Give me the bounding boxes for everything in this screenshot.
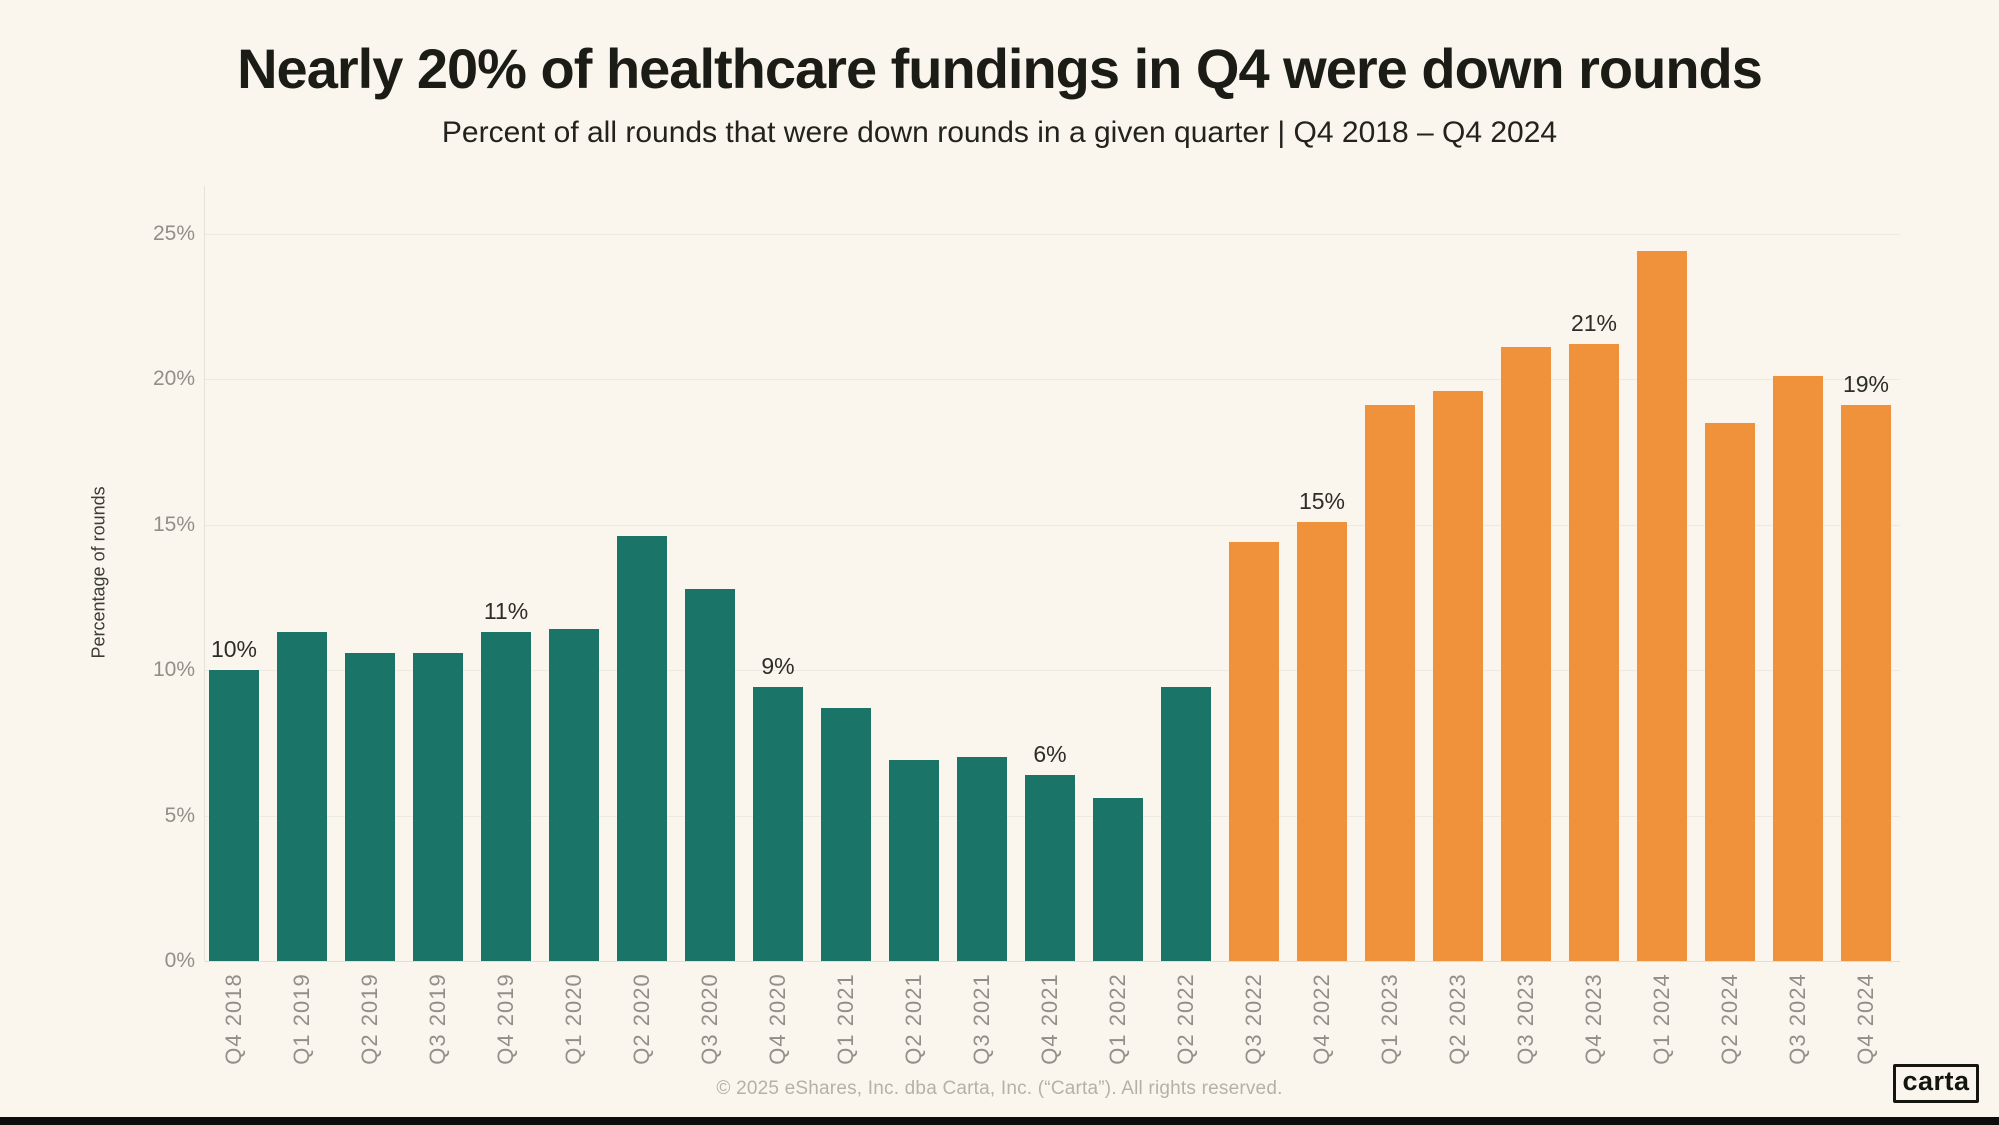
data-label-q4-2023: 21%: [1570, 310, 1618, 337]
bar-q4-2020: [753, 687, 803, 961]
y-tick-label: 25%: [152, 221, 195, 245]
bar-q1-2022: [1093, 798, 1143, 961]
bar-q3-2021: [957, 757, 1007, 961]
chart-subtitle: Percent of all rounds that were down rou…: [441, 116, 1558, 149]
chart-title: Nearly 20% of healthcare fundings in Q4 …: [237, 37, 1763, 100]
y-tick-label: 15%: [152, 512, 195, 536]
bar-q4-2023: [1569, 344, 1619, 961]
x-tick-label-q4-2023: Q4 2023: [1581, 973, 1606, 1065]
y-axis-line: [204, 186, 205, 961]
data-label-q4-2021: 6%: [1033, 740, 1067, 767]
x-tick-label-q3-2024: Q3 2024: [1785, 973, 1810, 1065]
data-label-q4-2024: 19%: [1842, 371, 1890, 398]
x-tick-label-q1-2022: Q1 2022: [1105, 973, 1130, 1065]
bar-q2-2019: [345, 652, 395, 961]
y-tick-label: 20%: [152, 367, 195, 390]
x-tick-label-q1-2023: Q1 2023: [1377, 973, 1402, 1065]
x-tick-label-q2-2022: Q2 2022: [1173, 973, 1198, 1065]
gridline-25pct: [205, 233, 1900, 235]
y-tick-label: 5%: [164, 803, 195, 827]
copyright-note: © 2025 eShares, Inc. dba Carta, Inc. (“C…: [716, 1078, 1283, 1099]
x-tick-label-q3-2020: Q3 2020: [697, 973, 722, 1065]
gridline-10pct: [205, 670, 1900, 671]
x-tick-label-q1-2019: Q1 2019: [289, 973, 314, 1065]
x-tick-label-q2-2024: Q2 2024: [1717, 973, 1742, 1065]
bar-q3-2020: [685, 588, 735, 961]
bar-q1-2024: [1637, 250, 1687, 961]
gridline-15pct: [205, 524, 1900, 526]
x-tick-label-q3-2023: Q3 2023: [1513, 973, 1538, 1065]
x-tick-label-q1-2020: Q1 2020: [561, 973, 586, 1065]
bar-q2-2022: [1161, 687, 1211, 961]
data-label-q4-2022: 15%: [1298, 487, 1346, 514]
carta-logo: carta: [1893, 1064, 1979, 1103]
x-tick-label-q2-2020: Q2 2020: [629, 973, 654, 1065]
x-tick-label-q4-2022: Q4 2022: [1309, 973, 1334, 1065]
bar-q3-2022: [1229, 541, 1279, 961]
bar-q1-2023: [1365, 405, 1415, 961]
x-tick-label-q2-2019: Q2 2019: [357, 973, 382, 1065]
bar-q4-2022: [1297, 521, 1347, 961]
x-tick-label-q3-2019: Q3 2019: [425, 973, 450, 1065]
bar-q3-2024: [1773, 376, 1823, 961]
data-label-q4-2020: 9%: [761, 653, 795, 680]
bar-q3-2019: [413, 652, 463, 961]
bar-q3-2023: [1501, 346, 1551, 961]
bottom-accent-bar: [0, 1117, 1999, 1125]
data-label-q4-2019: 11%: [483, 598, 529, 625]
x-tick-label-q4-2021: Q4 2021: [1037, 973, 1062, 1065]
bar-q1-2020: [549, 629, 599, 961]
bar-q2-2024: [1705, 422, 1755, 961]
bar-q1-2019: [277, 632, 327, 961]
x-tick-label-q3-2021: Q3 2021: [969, 973, 994, 1065]
x-tick-label-q4-2019: Q4 2019: [493, 973, 518, 1065]
y-tick-label: 10%: [152, 658, 195, 681]
x-tick-label-q4-2020: Q4 2020: [765, 973, 790, 1065]
bar-q4-2021: [1025, 774, 1075, 961]
x-tick-label-q1-2021: Q1 2021: [833, 973, 858, 1065]
gridline-20pct: [205, 379, 1900, 380]
x-tick-label-q4-2018: Q4 2018: [221, 973, 246, 1065]
x-tick-label-q4-2024: Q4 2024: [1853, 973, 1878, 1065]
bar-q4-2024: [1841, 405, 1891, 961]
x-tick-label-q2-2021: Q2 2021: [901, 973, 926, 1065]
bar-q1-2021: [821, 707, 871, 961]
y-tick-label: 0%: [164, 949, 195, 972]
x-tick-label-q1-2024: Q1 2024: [1649, 973, 1674, 1065]
x-tick-label-q3-2022: Q3 2022: [1241, 973, 1266, 1065]
data-label-q4-2018: 10%: [210, 636, 258, 662]
bar-q4-2019: [481, 632, 531, 961]
carta-logo-text: carta: [1902, 1066, 1970, 1096]
bar-q2-2023: [1433, 390, 1483, 961]
bar-q4-2018: [209, 670, 259, 961]
bar-q2-2021: [889, 760, 939, 961]
x-tick-label-q2-2023: Q2 2023: [1445, 973, 1470, 1065]
bar-q2-2020: [617, 536, 667, 961]
gridline-0pct: [205, 961, 1900, 962]
